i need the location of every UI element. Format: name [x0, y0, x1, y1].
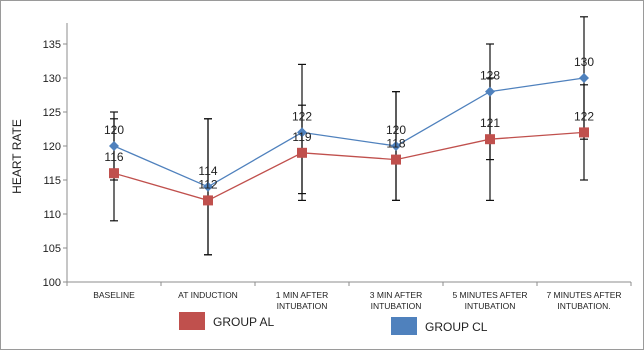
data-label: 112	[198, 177, 217, 191]
y-tick-label: 115	[43, 175, 61, 187]
legend: GROUP AL GROUP CL	[179, 312, 488, 335]
data-point-diamond	[485, 86, 495, 97]
data-point-square	[485, 134, 495, 145]
data-label: 118	[386, 137, 405, 151]
legend-swatch	[179, 312, 205, 330]
data-label: 128	[480, 69, 500, 83]
data-point-square	[579, 127, 589, 138]
y-tick-label: 105	[43, 243, 61, 255]
y-tick-label: 120	[43, 141, 61, 153]
y-tick-label: 135	[43, 39, 61, 51]
data-labels: 116 112 119 118 121 122 120 114 122 120 128 130	[104, 55, 594, 191]
y-tick-label: 130	[43, 73, 61, 85]
data-point-square	[203, 195, 213, 206]
y-axis-label: HEART RATE	[10, 119, 24, 194]
series-lines	[113, 77, 585, 202]
data-label: 130	[574, 55, 594, 69]
data-label: 119	[292, 130, 311, 144]
legend-swatch	[391, 317, 417, 335]
series-markers	[109, 73, 589, 206]
x-category-label: BASELINE	[93, 290, 135, 300]
error-bars	[110, 16, 588, 256]
data-point-diamond	[297, 127, 307, 138]
x-category-label: 1 MIN AFTER INTUBATION	[276, 290, 328, 311]
data-point-square	[297, 147, 307, 158]
data-point-square	[109, 168, 119, 179]
data-point-diamond	[579, 73, 589, 83]
data-point-square	[391, 154, 401, 165]
data-label: 120	[104, 123, 124, 137]
x-categories: BASELINE AT INDUCTION 1 MIN AFTER INTUBATIO…	[66, 282, 632, 311]
series-line	[113, 77, 585, 188]
data-label: 122	[574, 109, 594, 123]
data-label: 122	[292, 109, 312, 123]
y-tick-label: 100	[43, 277, 61, 289]
x-category-label: 5 MINUTES AFTER INTUBATION	[452, 290, 527, 311]
x-category-label: 3 MIN AFTER INTUBATION	[370, 290, 422, 311]
data-label: 120	[386, 123, 406, 137]
heart-rate-chart: 100 105 110 115 120 125 130 135 BASELINE AT INDU…	[10, 16, 632, 335]
data-label: 116	[104, 150, 123, 164]
legend-label: GROUP CL	[425, 320, 488, 334]
data-label: 121	[480, 116, 500, 130]
x-category-label: 7 MINUTES AFTER INTUBATION.	[546, 290, 621, 311]
data-point-diamond	[203, 181, 213, 192]
data-point-diamond	[109, 141, 119, 151]
legend-label: GROUP AL	[213, 315, 274, 329]
data-label: 114	[198, 164, 217, 178]
x-category-label: AT INDUCTION	[178, 290, 238, 300]
y-ticks: 100 105 110 115 120 125 130 135	[43, 39, 67, 289]
y-tick-label: 110	[43, 209, 61, 221]
y-tick-label: 125	[43, 107, 61, 119]
data-point-diamond	[391, 141, 401, 151]
series-line	[113, 131, 585, 202]
axes	[66, 23, 631, 283]
